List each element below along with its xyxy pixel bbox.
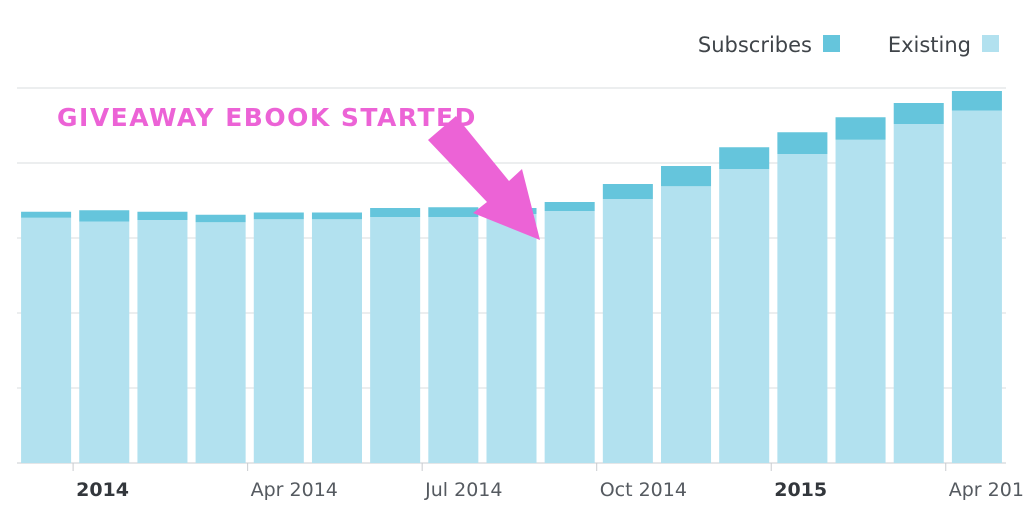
x-tick-label: 2015 — [774, 479, 827, 501]
bar-subscribes — [79, 210, 130, 222]
bar-subscribes — [835, 117, 886, 140]
bar-subscribes — [21, 211, 72, 218]
bar-existing — [370, 217, 421, 463]
bar-subscribes — [951, 91, 1002, 111]
legend-label-existing: Existing — [888, 33, 971, 57]
x-tick-label: Oct 2014 — [600, 479, 687, 501]
bar-existing — [137, 220, 188, 463]
bar-existing — [195, 222, 246, 463]
bar-existing — [428, 217, 479, 463]
x-tick-label: Jul 2014 — [424, 479, 502, 501]
bar-subscribes — [370, 208, 421, 217]
bar-subscribes — [195, 214, 246, 223]
bar-subscribes — [544, 202, 595, 211]
bar-existing — [21, 217, 72, 463]
bar-existing — [777, 154, 828, 463]
bar-subscribes — [428, 207, 479, 217]
bar-subscribes — [311, 212, 362, 220]
bar-subscribes — [777, 132, 828, 154]
bar-existing — [835, 139, 886, 463]
legend-swatch-existing — [982, 35, 999, 52]
bar-existing — [719, 169, 770, 463]
bar-subscribes — [661, 166, 712, 187]
bar-existing — [661, 186, 712, 463]
x-tick-label: 2014 — [76, 479, 129, 501]
bar-subscribes — [137, 211, 188, 220]
annotation: GIVEAWAY EBOOK STARTED — [57, 103, 540, 240]
bar-existing — [79, 221, 130, 463]
bar-existing — [544, 211, 595, 463]
bar-existing — [311, 219, 362, 463]
bar-subscribes — [719, 147, 770, 169]
bars — [21, 91, 1002, 463]
bar-existing — [602, 199, 653, 463]
x-tick-label: Apr 2015 — [949, 479, 1024, 501]
x-tick-label: Apr 2014 — [251, 479, 338, 501]
x-axis: 2014 Apr 2014 Jul 2014 Oct 2014 2015 Apr 2015 — [72, 463, 1024, 501]
bar-existing — [893, 124, 944, 463]
bar-subscribes — [253, 212, 304, 220]
legend-label-subscribes: Subscribes — [698, 33, 812, 57]
legend: Subscribes Existing — [698, 33, 999, 57]
bar-existing — [951, 110, 1002, 463]
legend-swatch-subscribes — [823, 35, 840, 52]
bar-subscribes — [602, 184, 653, 199]
annotation-arrow-icon — [428, 116, 540, 240]
annotation-text: GIVEAWAY EBOOK STARTED — [57, 103, 477, 132]
bar-subscribes — [893, 103, 944, 124]
bar-existing — [253, 219, 304, 463]
bar-existing — [486, 214, 537, 463]
